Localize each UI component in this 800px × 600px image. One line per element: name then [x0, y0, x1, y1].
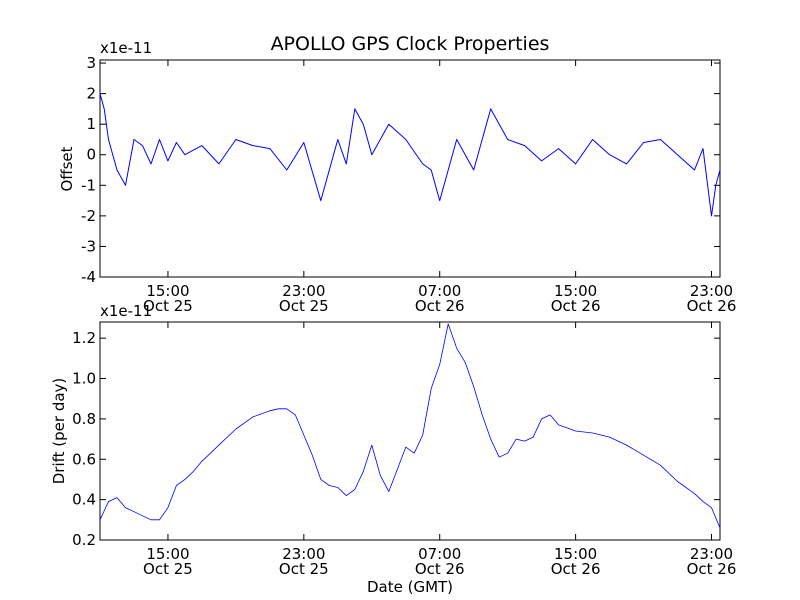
offset-x-tick-date: Oct 26	[415, 297, 465, 315]
offset-y-tick-label: 2	[86, 85, 96, 103]
chart-title: APOLLO GPS Clock Properties	[271, 33, 550, 55]
offset-y-tick-label: -3	[81, 237, 96, 255]
drift-plot-area	[99, 321, 721, 541]
x-axis-label: Date (GMT)	[367, 578, 453, 596]
drift-x-tick-time: 23:00	[690, 545, 733, 563]
drift-x-tick-time: 07:00	[418, 545, 461, 563]
drift-panel: x1e-11 Drift (per day) 0.2 0.4 0.6 0.8 1.0 1.…	[50, 302, 736, 578]
offset-x-tick-date: Oct 26	[551, 297, 601, 315]
offset-y-axis-label: Offset	[58, 146, 76, 191]
drift-x-tick-date: Oct 26	[551, 560, 601, 578]
drift-x-tick-date: Oct 26	[687, 560, 737, 578]
drift-series	[99, 323, 721, 529]
offset-x-tick-time: 15:00	[554, 282, 597, 300]
drift-y-tick-label: 0.2	[72, 531, 96, 549]
drift-y-tick-label: 0.6	[72, 450, 96, 468]
offset-y-tick-label: 3	[86, 54, 96, 72]
drift-y-ticks: 0.2 0.4 0.6 0.8 1.0 1.2	[72, 329, 720, 549]
offset-y-tick-label: 0	[86, 146, 96, 164]
drift-x-tick-time: 15:00	[554, 545, 597, 563]
drift-y-multiplier: x1e-11	[100, 302, 152, 320]
offset-x-tick-time: 07:00	[418, 282, 461, 300]
offset-x-tick-date: Oct 25	[143, 297, 193, 315]
drift-x-tick-time: 23:00	[282, 545, 325, 563]
drift-x-tick-date: Oct 26	[415, 560, 465, 578]
offset-x-tick-time: 23:00	[282, 282, 325, 300]
offset-y-tick-label: -2	[81, 207, 96, 225]
offset-x-tick-date: Oct 25	[279, 297, 329, 315]
offset-series	[99, 93, 721, 217]
drift-x-tick-time: 15:00	[146, 545, 189, 563]
drift-y-axis-label: Drift (per day)	[50, 378, 68, 485]
offset-y-tick-label: 1	[86, 115, 96, 133]
offset-y-multiplier: x1e-11	[100, 39, 152, 57]
offset-line	[99, 93, 721, 217]
drift-y-tick-label: 0.8	[72, 410, 96, 428]
drift-y-tick-label: 0.4	[72, 491, 96, 509]
drift-y-tick-label: 1.0	[72, 370, 96, 388]
offset-y-tick-label: -1	[81, 176, 96, 194]
offset-x-tick-time: 15:00	[146, 282, 189, 300]
drift-x-tick-date: Oct 25	[143, 560, 193, 578]
offset-x-tick-time: 23:00	[690, 282, 733, 300]
offset-x-tick-date: Oct 26	[687, 297, 737, 315]
drift-x-tick-date: Oct 25	[279, 560, 329, 578]
drift-y-tick-label: 1.2	[72, 329, 96, 347]
drift-line	[99, 323, 721, 529]
offset-y-ticks: -4 -3 -2 -1 0 1 2 3	[81, 54, 720, 286]
offset-y-tick-label: -4	[81, 268, 96, 286]
offset-plot-area	[99, 59, 721, 278]
